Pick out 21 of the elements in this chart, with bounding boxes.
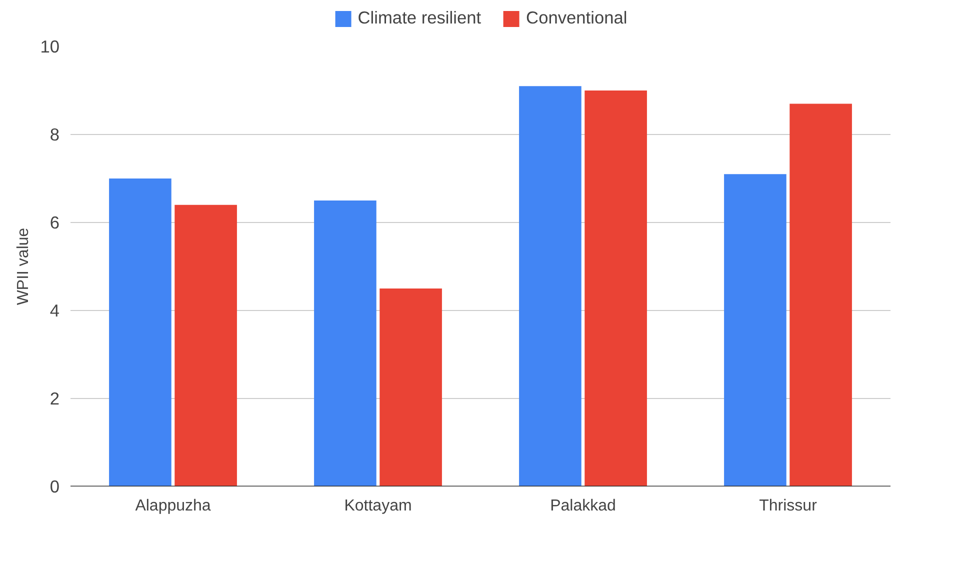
- bar: [724, 174, 786, 486]
- bar: [584, 90, 647, 486]
- legend-label: Conventional: [526, 8, 628, 28]
- x-tick-label: Alappuzha: [135, 498, 211, 514]
- x-tick-label: Thrissur: [759, 498, 818, 514]
- y-tick-label: 4: [50, 300, 60, 320]
- bar: [380, 288, 442, 486]
- x-tick-label: Kottayam: [344, 498, 412, 514]
- bar: [519, 86, 582, 486]
- bar: [790, 104, 852, 486]
- bar: [314, 200, 376, 486]
- y-tick-label: 6: [50, 212, 60, 232]
- y-tick-label: 8: [50, 124, 60, 144]
- y-tick-label: 2: [50, 388, 60, 408]
- y-axis-title: WPII value: [15, 228, 32, 306]
- bar: [174, 204, 237, 486]
- y-tick-label: 0: [50, 476, 60, 496]
- y-tick-label: 10: [40, 36, 60, 56]
- x-tick-label: Palakkad: [550, 498, 616, 514]
- legend-label: Climate resilient: [358, 8, 482, 28]
- bar: [109, 178, 172, 486]
